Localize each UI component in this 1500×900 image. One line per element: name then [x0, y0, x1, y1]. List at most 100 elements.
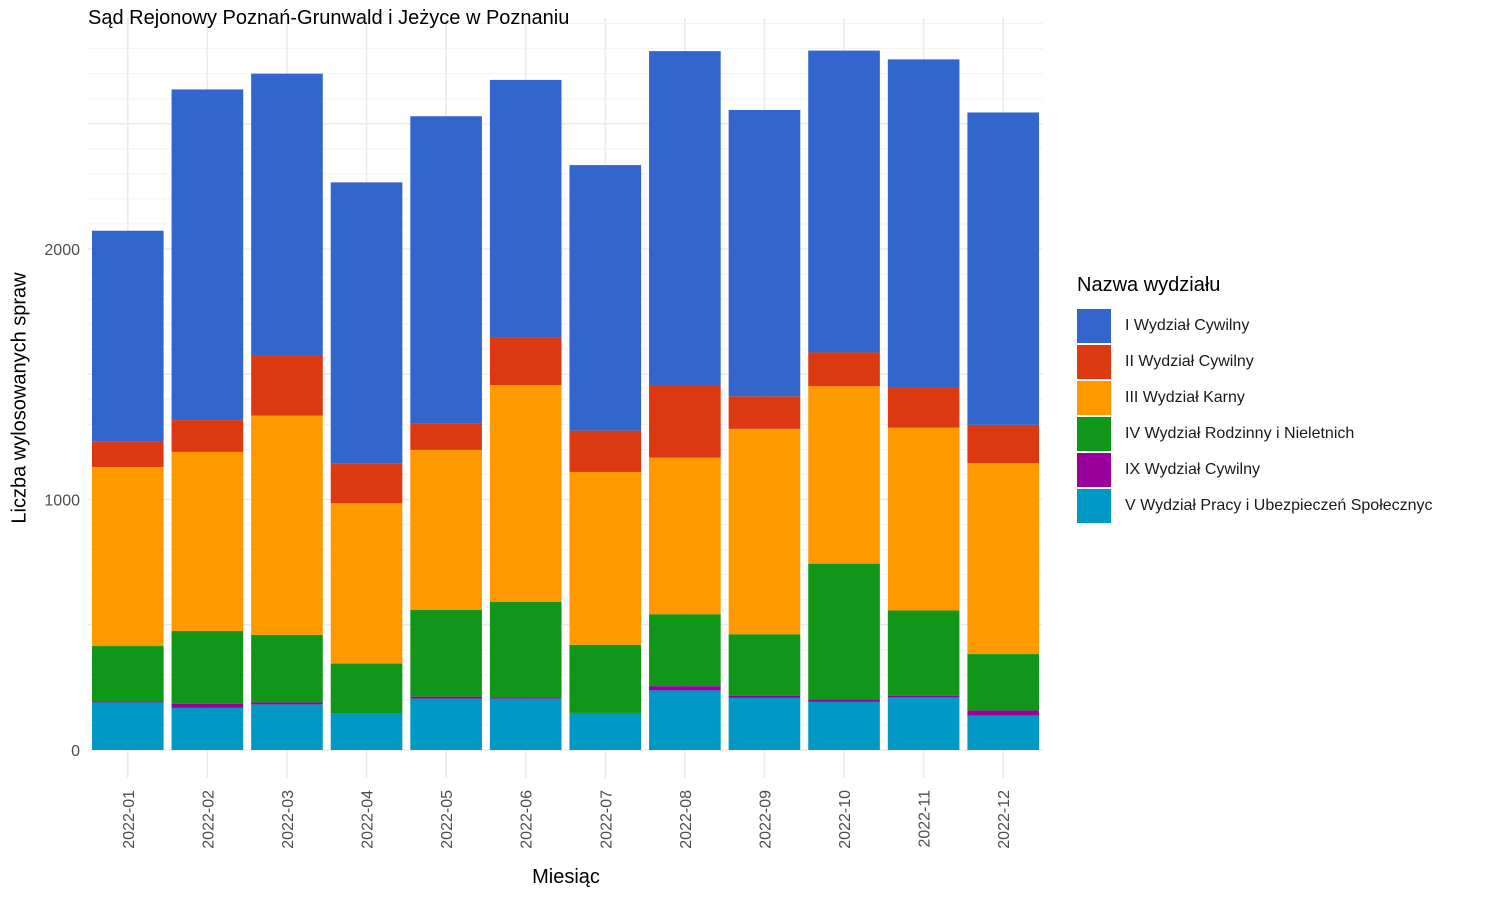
bar-segment	[887, 387, 960, 428]
bar-segment	[171, 451, 244, 632]
bar-segment	[569, 712, 642, 750]
bar-segment	[251, 73, 323, 356]
x-tick-label: 2022-06	[519, 790, 536, 849]
bar-segment	[91, 701, 164, 703]
x-tick: 2022-07	[598, 790, 615, 849]
bar-segment	[728, 396, 801, 429]
bar-segment	[489, 601, 562, 698]
bar-segment	[887, 59, 960, 388]
bar-segment	[489, 337, 562, 386]
legend-item: IV Wydział Rodzinny i Nieletnich	[1077, 416, 1433, 452]
bar-segment	[649, 51, 721, 386]
bars	[91, 50, 1040, 750]
bar-segment	[728, 634, 801, 696]
chart-title: Sąd Rejonowy Poznań-Grunwald i Jeżyce w …	[88, 7, 570, 29]
bar-segment	[808, 699, 880, 702]
bar-segment	[808, 50, 880, 353]
x-tick-label: 2022-09	[757, 790, 774, 849]
bar-segment	[569, 430, 642, 472]
x-tick-label: 2022-07	[598, 790, 615, 849]
x-axis-label: Miesiąc	[532, 866, 600, 888]
legend-key	[1077, 453, 1111, 487]
legend-key	[1077, 417, 1111, 451]
bar-segment	[489, 698, 562, 750]
bar-segment	[91, 702, 164, 750]
legend-label: V Wydział Pracy i Ubezpieczeń Społecznyc	[1125, 497, 1433, 514]
bar-segment	[410, 696, 482, 699]
bar-segment	[887, 697, 960, 750]
legend-items: I Wydział Cywilny II Wydział Cywilny III W…	[1077, 308, 1433, 524]
x-tick-label: 2022-05	[439, 790, 456, 849]
x-tick-label: 2022-12	[996, 790, 1013, 849]
bar-segment	[967, 112, 1040, 425]
legend-title: Nazwa wydziału	[1077, 274, 1221, 296]
bar-segment	[91, 441, 164, 467]
x-tick: 2022-10	[837, 790, 854, 849]
bar-segment	[410, 698, 482, 750]
bar-segment	[728, 695, 801, 698]
legend-key	[1077, 489, 1111, 523]
bar-segment	[649, 686, 721, 691]
bar-segment	[808, 352, 880, 387]
x-tick: 2022-09	[757, 790, 774, 849]
legend-label: I Wydział Cywilny	[1125, 317, 1250, 334]
x-tick-labels: 2022-01 2022-02 2022-03 2022-04 2022-05 2022-…	[121, 790, 1013, 849]
bar-segment	[728, 428, 801, 635]
bar-segment	[251, 704, 323, 750]
bar-segment	[251, 634, 323, 703]
legend-label: III Wydział Karny	[1125, 389, 1245, 406]
x-tick: 2022-08	[678, 790, 695, 849]
bar-segment	[728, 109, 801, 397]
bar-segment	[808, 701, 880, 750]
bar-segment	[649, 457, 721, 615]
bar-segment	[171, 89, 244, 421]
x-tick: 2022-11	[917, 790, 934, 848]
y-tick-label: 2000	[44, 242, 80, 259]
x-tick-label: 2022-01	[121, 790, 138, 849]
x-tick: 2022-02	[200, 790, 217, 849]
bar-segment	[649, 614, 721, 687]
legend-item: IX Wydział Cywilny	[1077, 452, 1433, 488]
bar-segment	[410, 116, 482, 424]
x-tick-label: 2022-03	[280, 790, 297, 849]
x-tick: 2022-06	[519, 790, 536, 849]
bar-segment	[887, 695, 960, 698]
bar-segment	[171, 703, 244, 708]
bar-segment	[808, 563, 880, 700]
bar-segment	[330, 663, 403, 714]
x-tick-label: 2022-02	[200, 790, 217, 849]
bar-segment	[171, 420, 244, 452]
bar-segment	[967, 463, 1040, 655]
bar-segment	[489, 79, 562, 338]
bar-segment	[967, 424, 1040, 464]
bar-segment	[91, 230, 164, 442]
bar-segment	[887, 427, 960, 611]
legend-label: IV Wydział Rodzinny i Nieletnich	[1125, 425, 1355, 442]
bar-segment	[489, 385, 562, 602]
legend-key	[1077, 381, 1111, 415]
bar-segment	[251, 415, 323, 635]
legend-item: V Wydział Pracy i Ubezpieczeń Społecznyc	[1077, 488, 1433, 524]
legend-item: III Wydział Karny	[1077, 380, 1433, 416]
bar-segment	[251, 355, 323, 416]
y-tick-labels: 0 1000 2000	[44, 242, 80, 760]
y-tick-label: 0	[71, 743, 80, 760]
bar-segment	[410, 609, 482, 697]
bar-segment	[728, 697, 801, 750]
bar-segment	[967, 710, 1040, 716]
bar-segment	[569, 471, 642, 645]
legend-label: IX Wydział Cywilny	[1125, 461, 1260, 478]
y-tick-label: 1000	[44, 493, 80, 510]
x-tick: 2022-03	[280, 790, 297, 849]
bar-segment	[91, 646, 164, 702]
bar-segment	[330, 463, 403, 504]
legend: Nazwa wydziału I Wydział Cywilny II Wydzi…	[1077, 274, 1433, 524]
bar-segment	[649, 385, 721, 458]
x-tick: 2022-05	[439, 790, 456, 849]
bar-segment	[649, 690, 721, 750]
bar-segment	[887, 610, 960, 696]
legend-key	[1077, 345, 1111, 379]
bar-segment	[569, 165, 642, 431]
bar-segment	[251, 702, 323, 705]
